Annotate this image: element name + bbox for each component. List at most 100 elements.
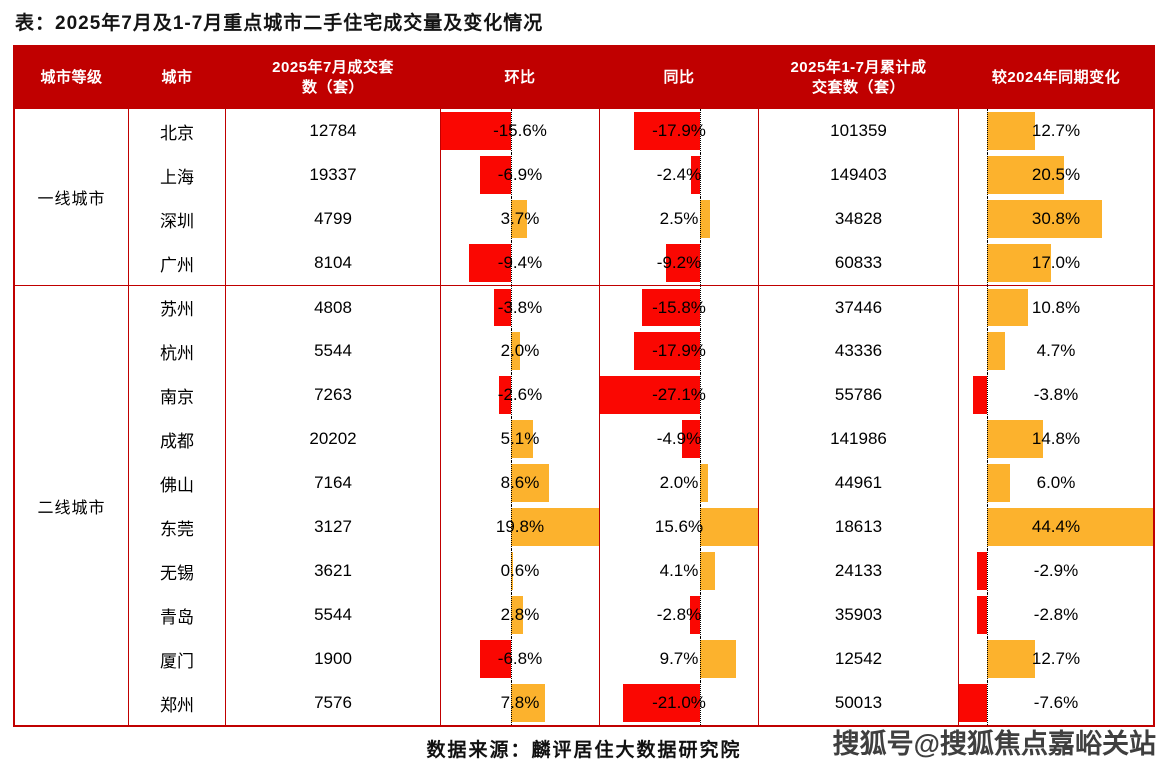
negative-data-bar [689, 596, 701, 634]
jul-units-cell: 3127 [226, 505, 441, 549]
jul-units-cell: 3621 [226, 549, 441, 593]
zero-axis-line [987, 637, 989, 681]
yoy_pct-cell: -9.2% [600, 241, 759, 285]
zero-axis-line [987, 681, 989, 725]
yoy_pct-value: 2.0% [659, 473, 699, 492]
zero-axis-line [510, 329, 512, 373]
negative-data-bar [973, 376, 988, 414]
jul-units-cell: 4799 [226, 197, 441, 241]
negative-data-bar [634, 332, 701, 370]
cum_change_pct-value: -2.9% [1033, 561, 1079, 580]
cum_change_pct-cell: 12.7% [959, 637, 1153, 681]
city-cell: 无锡 [129, 549, 226, 593]
zero-axis-line [700, 637, 702, 681]
cum_change_pct-value: 17.0% [1031, 253, 1081, 272]
jul-units-cell: 7576 [226, 681, 441, 725]
mom_pct-cell: -3.8% [441, 285, 600, 329]
column-header-city-tier: 城市等级 [15, 47, 129, 109]
city-cell: 北京 [129, 109, 226, 153]
yoy_pct-cell: -2.4% [600, 153, 759, 197]
cum_change_pct-value: 4.7% [1036, 341, 1076, 360]
zero-axis-line [510, 505, 512, 549]
mom_pct-cell: -6.9% [441, 153, 600, 197]
yoy_pct-cell: -17.9% [600, 109, 759, 153]
city-cell: 南京 [129, 373, 226, 417]
yoy_pct-cell: 9.7% [600, 637, 759, 681]
tier-cell: 一线城市 [15, 109, 129, 285]
cum_change_pct-cell: -3.8% [959, 373, 1153, 417]
cum_change_pct-value: 44.4% [1031, 517, 1081, 536]
cum_change_pct-cell: 12.7% [959, 109, 1153, 153]
cum-units-cell: 55786 [759, 373, 959, 417]
column-header-mom: 环比 [441, 47, 600, 109]
cum-units-cell: 101359 [759, 109, 959, 153]
zero-axis-line [987, 241, 989, 285]
zero-axis-line [510, 153, 512, 197]
zero-axis-line [700, 505, 702, 549]
zero-axis-line [700, 593, 702, 637]
cum_change_pct-value: 12.7% [1031, 649, 1081, 668]
mom_pct-value: 7.8% [500, 693, 540, 712]
positive-data-bar [700, 640, 737, 678]
negative-data-bar [622, 684, 701, 722]
yoy_pct-value: -2.8% [656, 605, 702, 624]
mom_pct-cell: 8.6% [441, 461, 600, 505]
mom_pct-value: -9.4% [497, 253, 543, 272]
negative-data-bar [691, 156, 701, 194]
cum-units-cell: 18613 [759, 505, 959, 549]
mom_pct-value: 2.0% [500, 341, 540, 360]
jul-units-cell: 7164 [226, 461, 441, 505]
mom_pct-cell: 3.7% [441, 197, 600, 241]
city-cell: 杭州 [129, 329, 226, 373]
mom_pct-cell: -9.4% [441, 241, 600, 285]
mom_pct-cell: -15.6% [441, 109, 600, 153]
mom_pct-value: 2.8% [500, 605, 540, 624]
jul-units-cell: 4808 [226, 285, 441, 329]
yoy_pct-cell: 2.0% [600, 461, 759, 505]
yoy_pct-value: -17.9% [652, 121, 706, 140]
city-cell: 郑州 [129, 681, 226, 725]
yoy_pct-value: -17.9% [652, 341, 706, 360]
jul-units-cell: 1900 [226, 637, 441, 681]
negative-data-bar [976, 596, 988, 634]
mom_pct-value: 8.6% [500, 473, 540, 492]
positive-data-bar [987, 200, 1103, 238]
zero-axis-line [987, 109, 989, 153]
positive-data-bar [987, 289, 1028, 326]
column-header-cum-change: 较2024年同期变化 [959, 47, 1153, 109]
yoy_pct-value: -27.1% [652, 385, 706, 404]
positive-data-bar [510, 684, 546, 722]
negative-data-bar [666, 244, 701, 282]
cum_change_pct-cell: -2.8% [959, 593, 1153, 637]
cum_change_pct-cell: -7.6% [959, 681, 1153, 725]
mom_pct-value: 5.1% [500, 429, 540, 448]
zero-axis-line [700, 109, 702, 153]
jul-units-cell: 19337 [226, 153, 441, 197]
yoy_pct-value: -21.0% [652, 693, 706, 712]
zero-axis-line [510, 637, 512, 681]
cum_change_pct-value: 6.0% [1036, 473, 1076, 492]
positive-data-bar [987, 640, 1035, 678]
positive-data-bar [510, 552, 514, 590]
cum_change_pct-value: -3.8% [1033, 385, 1079, 404]
city-cell: 青岛 [129, 593, 226, 637]
zero-axis-line [700, 197, 702, 241]
data-source-note: 数据来源：麟评居住大数据研究院 [426, 740, 742, 761]
mom_pct-cell: 5.1% [441, 417, 600, 461]
positive-data-bar [987, 244, 1051, 282]
positive-data-bar [510, 420, 534, 458]
cum_change_pct-value: 12.7% [1031, 121, 1081, 140]
jul-units-cell: 8104 [226, 241, 441, 285]
column-header-yoy: 同比 [600, 47, 759, 109]
data-table: 城市等级 城市 2025年7月成交套 数（套） 环比 同比 2025年1-7月累… [13, 45, 1155, 727]
yoy_pct-cell: -17.9% [600, 329, 759, 373]
negative-data-bar [468, 244, 511, 282]
yoy_pct-cell: -21.0% [600, 681, 759, 725]
positive-data-bar [700, 552, 716, 590]
mom_pct-value: -15.6% [493, 121, 547, 140]
negative-data-bar [634, 112, 701, 150]
zero-axis-line [700, 153, 702, 197]
zero-axis-line [700, 549, 702, 593]
cum-units-cell: 60833 [759, 241, 959, 285]
mom_pct-value: -3.8% [497, 298, 543, 317]
